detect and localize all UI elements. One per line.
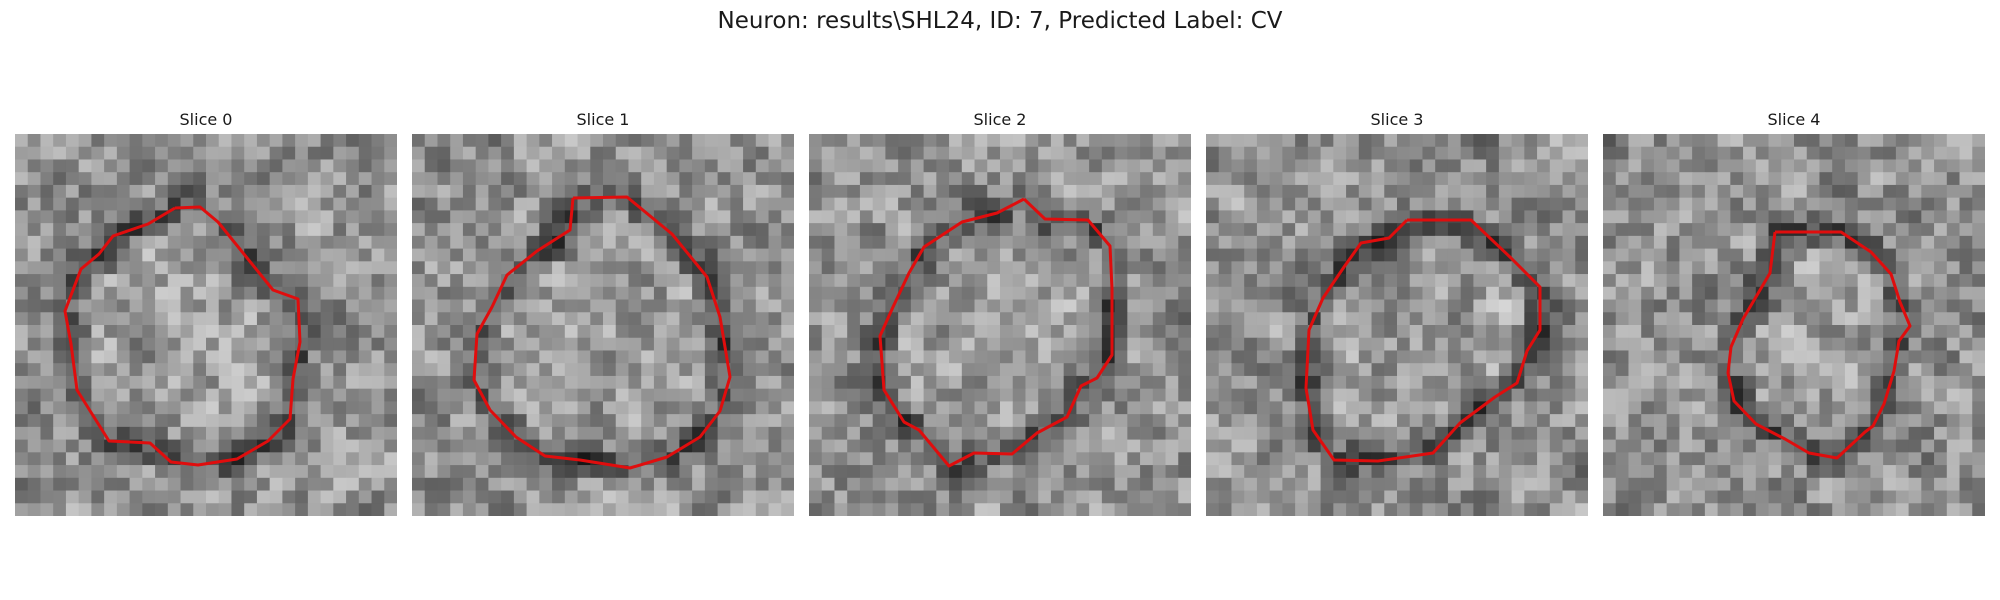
roi-contour-3 xyxy=(1304,218,1542,463)
slice-image-0 xyxy=(15,134,397,516)
slice-title-1: Slice 1 xyxy=(576,110,630,129)
slice-title-4: Slice 4 xyxy=(1767,110,1821,129)
slice-panel-4: Slice 4 xyxy=(1603,110,1985,516)
slice-title-0: Slice 0 xyxy=(179,110,233,129)
slice-panel-3: Slice 3 xyxy=(1206,110,1588,516)
slice-image-4 xyxy=(1603,134,1985,516)
slice-title-3: Slice 3 xyxy=(1370,110,1424,129)
slice-image-2 xyxy=(809,134,1191,516)
slice-pixels-4 xyxy=(1603,134,1985,516)
slice-panel-1: Slice 1 xyxy=(412,110,794,516)
slice-title-2: Slice 2 xyxy=(973,110,1027,129)
roi-contour-4 xyxy=(1726,230,1912,460)
slice-panel-2: Slice 2 xyxy=(809,110,1191,516)
slice-pixels-3 xyxy=(1206,134,1588,516)
roi-contour-2 xyxy=(878,197,1114,468)
slice-image-1 xyxy=(412,134,794,516)
slice-pixels-2 xyxy=(809,134,1191,516)
roi-contour-0 xyxy=(63,205,302,467)
slice-panel-0: Slice 0 xyxy=(15,110,397,516)
slice-image-3 xyxy=(1206,134,1588,516)
slice-pixels-0 xyxy=(15,134,397,516)
figure-title: Neuron: results\SHL24, ID: 7, Predicted … xyxy=(717,8,1283,34)
slice-pixels-1 xyxy=(412,134,794,516)
roi-contour-1 xyxy=(472,195,732,470)
